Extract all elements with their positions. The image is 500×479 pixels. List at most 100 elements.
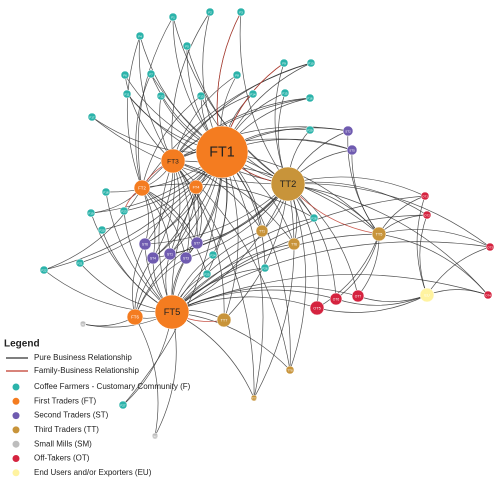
node-label: F14 (250, 92, 256, 96)
edge (172, 160, 190, 259)
node-label: TT8 (287, 368, 293, 372)
edge (91, 116, 289, 185)
legend-marker (12, 455, 20, 462)
node-label: FT1 (209, 144, 234, 160)
node-label: F26 (262, 266, 268, 270)
node-label: ST7 (194, 241, 200, 245)
node-label: ST4 (150, 256, 156, 260)
node (216, 312, 232, 328)
node (305, 93, 315, 103)
edge (134, 242, 198, 318)
edge (335, 233, 380, 300)
node-label: F17 (89, 115, 95, 119)
edge (172, 16, 289, 185)
node-label: F20 (99, 228, 105, 232)
node-label: F9 (282, 61, 286, 65)
edge (141, 95, 202, 189)
node-label: TT1 (259, 229, 265, 233)
node (342, 125, 354, 137)
edge (171, 217, 315, 313)
node-label: F1 (171, 15, 175, 19)
node (120, 70, 130, 80)
node (309, 213, 319, 223)
node (135, 31, 145, 41)
edge (221, 151, 291, 371)
node (163, 247, 177, 261)
node (97, 225, 107, 235)
node-label: SM2 (152, 434, 159, 438)
node (86, 208, 96, 218)
node (79, 320, 87, 328)
edge (154, 311, 177, 437)
node-label: F16 (307, 96, 313, 100)
node (280, 88, 290, 98)
edge (253, 183, 295, 399)
legend-label: Second Traders (ST) (34, 411, 109, 420)
node (483, 290, 493, 300)
node (255, 224, 269, 238)
node (146, 69, 156, 79)
node-label: OT7 (355, 294, 362, 298)
node (188, 179, 204, 195)
edge (171, 195, 426, 313)
node (270, 166, 306, 202)
node (126, 308, 144, 326)
node-label: F6 (123, 73, 127, 77)
edge (171, 11, 211, 162)
node (351, 289, 365, 303)
node-label: FT3 (167, 158, 179, 165)
node (133, 179, 151, 197)
edge (144, 186, 197, 245)
node (232, 70, 242, 80)
node (208, 250, 218, 260)
node-label: F27 (120, 403, 126, 407)
node (179, 251, 193, 265)
legend-label: First Traders (FT) (34, 396, 97, 405)
legend-marker (12, 426, 20, 434)
node (118, 400, 128, 410)
edge (141, 183, 315, 219)
edge (419, 214, 428, 296)
edge (378, 233, 489, 296)
legend-marker (12, 440, 20, 448)
node-label: F29 (307, 128, 313, 132)
edge (171, 241, 491, 313)
edge (43, 187, 143, 271)
node (154, 294, 190, 330)
node (306, 58, 316, 68)
legend-marker (12, 412, 20, 420)
node (285, 365, 295, 375)
legend-label: Off-Takers (OT) (34, 454, 90, 463)
node-label: F8 (235, 73, 239, 77)
node (287, 237, 301, 251)
node-label: F10 (308, 61, 314, 65)
edge (287, 181, 428, 216)
edge (274, 62, 289, 185)
legend-label: Small Mills (SM) (34, 439, 92, 448)
legend-label: Pure Business Relationship (34, 353, 132, 362)
node (248, 89, 258, 99)
node-label: EU (424, 294, 430, 298)
node (371, 226, 387, 242)
node (196, 91, 206, 101)
node (309, 300, 325, 316)
node-label: FT4 (193, 186, 201, 190)
edge (135, 73, 152, 189)
node (202, 269, 212, 279)
node (346, 144, 358, 156)
node-label: OT1 (422, 194, 428, 198)
edge (171, 183, 289, 313)
node (122, 89, 132, 99)
legend-label: Family-Business Relationship (34, 366, 139, 375)
edge (141, 62, 312, 189)
node-label: TT7 (221, 319, 228, 323)
node (260, 263, 270, 273)
edge (138, 35, 174, 162)
node (101, 187, 111, 197)
node-label: TT2 (280, 179, 297, 189)
edge (141, 187, 187, 259)
node-label: OT5 (313, 307, 320, 311)
node (138, 237, 152, 251)
edge (43, 151, 223, 271)
legend-label: End Users and/or Exporters (EU) (34, 468, 152, 477)
